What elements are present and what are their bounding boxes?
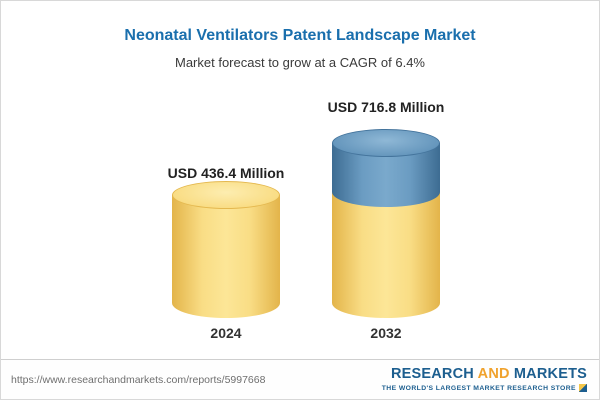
research-and-markets-logo: RESEARCH AND MARKETS THE WORLD'S LARGEST… — [381, 365, 587, 393]
logo-word-and: AND — [477, 365, 510, 382]
footer-bar: https://www.researchandmarkets.com/repor… — [1, 359, 599, 399]
chart-title: Neonatal Ventilators Patent Landscape Ma… — [124, 27, 476, 44]
logo-square-icon — [579, 384, 587, 393]
logo-word-markets: MARKETS — [513, 365, 587, 382]
logo-wordmark: RESEARCH AND MARKETS — [390, 365, 587, 383]
x-axis-label-2024: 2024 — [210, 325, 242, 341]
source-url: https://www.researchandmarkets.com/repor… — [11, 373, 266, 386]
logo-word-research: RESEARCH — [390, 365, 474, 382]
logo-tagline-text: THE WORLD'S LARGEST MARKET RESEARCH STOR… — [381, 384, 576, 392]
bar-cylinder-2024 — [172, 181, 280, 318]
cylinder-top-ellipse — [332, 129, 440, 157]
x-axis-label-2032: 2032 — [370, 325, 402, 341]
bar-cylinder-2032 — [332, 129, 440, 318]
chart-subtitle: Market forecast to grow at a CAGR of 6.4… — [175, 55, 425, 70]
bar-value-label-2032: USD 716.8 Million — [327, 99, 445, 115]
cylinder-top-ellipse — [172, 181, 280, 209]
bar-value-label-2024: USD 436.4 Million — [167, 165, 285, 181]
cylinder-segment-yellow — [332, 189, 440, 318]
cylinder-body-yellow — [172, 195, 280, 318]
logo-tagline: THE WORLD'S LARGEST MARKET RESEARCH STOR… — [381, 384, 587, 393]
